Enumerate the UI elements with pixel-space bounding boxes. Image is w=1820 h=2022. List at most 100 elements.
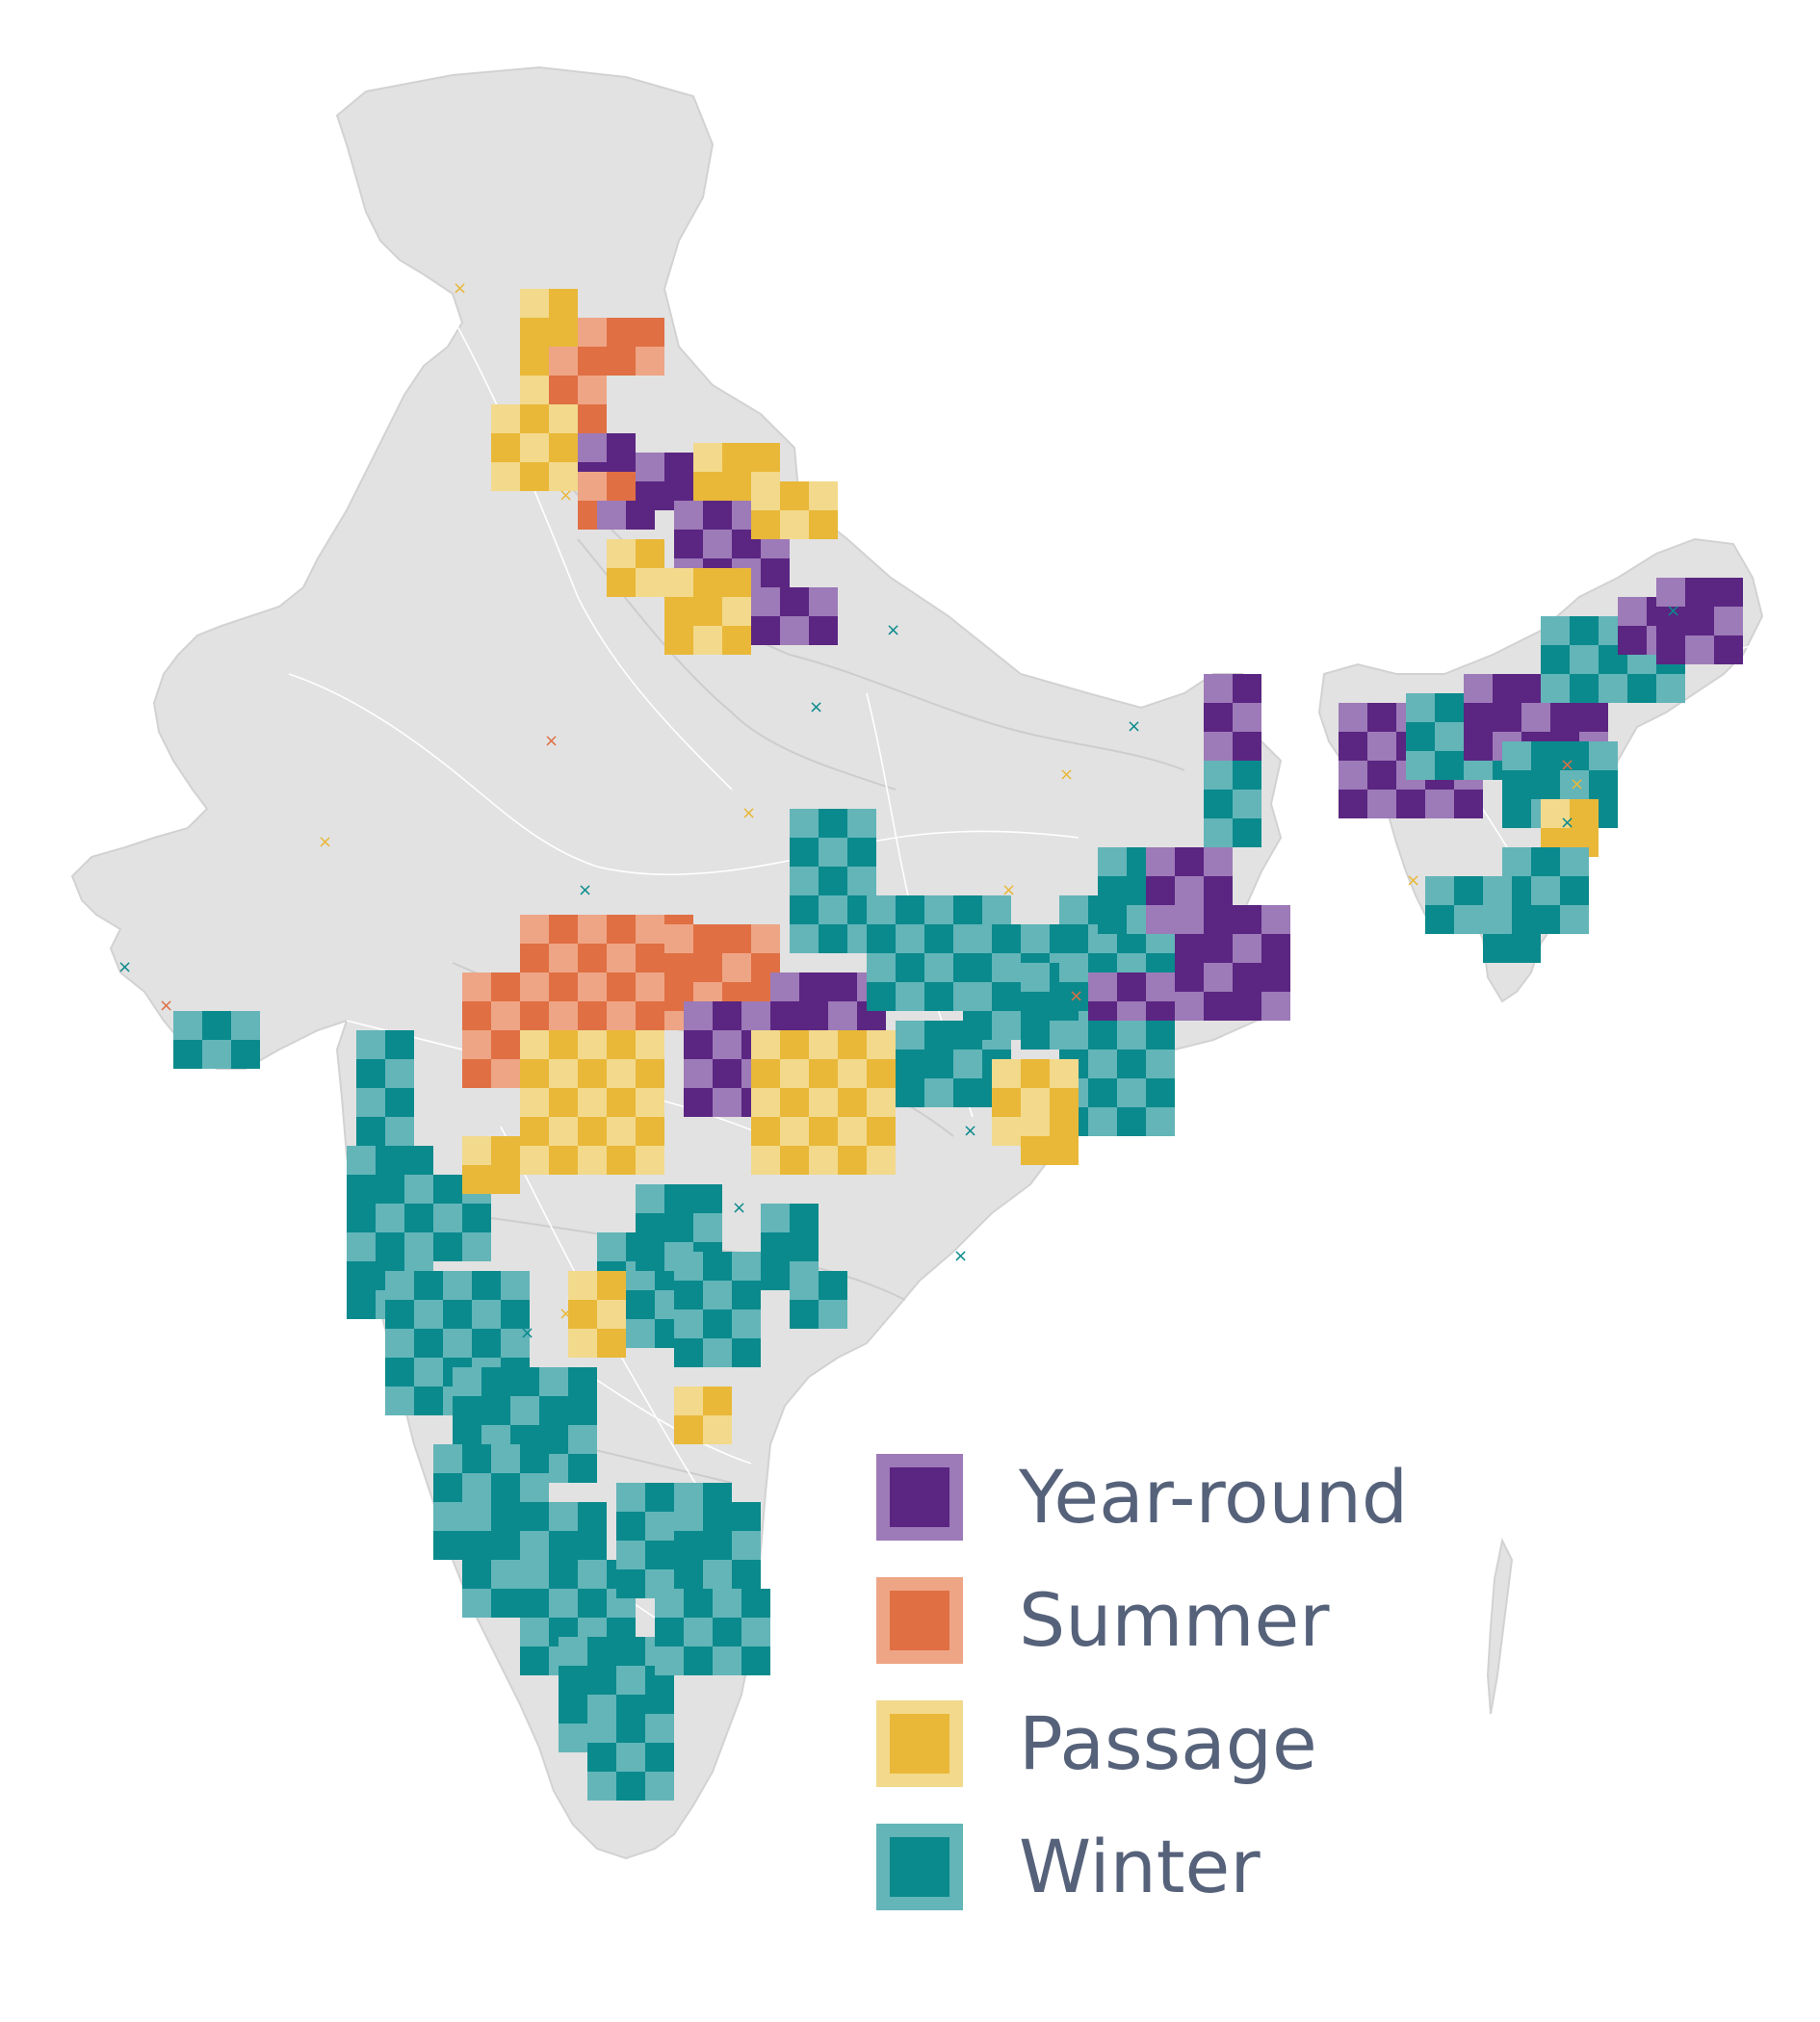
grid-cell-year-round (1550, 703, 1579, 732)
grid-cell-year-round (1261, 934, 1290, 963)
grid-cell-year-round (1367, 732, 1396, 761)
grid-cell-year-round (1088, 972, 1117, 1001)
grid-cell-winter (1059, 1021, 1088, 1050)
grid-cell-winter (491, 1531, 520, 1560)
grid-cell-year-round (1339, 761, 1367, 790)
grid-cell-winter (385, 1030, 414, 1059)
grid-cell-winter (385, 1387, 414, 1415)
grid-cell-passage (867, 1088, 896, 1117)
grid-cell-winter (655, 1589, 684, 1618)
grid-cell-year-round (1175, 905, 1204, 934)
grid-cell-winter (1204, 790, 1233, 818)
grid-cell-passage (722, 472, 751, 501)
grid-cell-year-round (636, 453, 664, 481)
grid-cell-winter (790, 924, 819, 953)
grid-cell-winter (1117, 1107, 1146, 1136)
grid-cell-year-round (770, 1001, 799, 1030)
x-mark-icon: × (770, 1227, 785, 1247)
grid-cell-winter (703, 1560, 732, 1589)
grid-cell-winter (790, 1204, 819, 1232)
grid-cell-passage (1021, 1059, 1050, 1088)
grid-cell-year-round (1339, 732, 1367, 761)
grid-cell-winter (491, 1444, 520, 1473)
grid-cell-winter (587, 1743, 616, 1772)
grid-cell-winter (713, 1646, 741, 1675)
grid-cell-passage (780, 1030, 809, 1059)
grid-cell-passage (751, 510, 780, 539)
grid-cell-passage (1021, 1136, 1050, 1165)
grid-cell-winter (1541, 645, 1570, 674)
grid-cell-passage (549, 1117, 578, 1146)
grid-cell-winter (953, 895, 982, 924)
grid-cell-passage (992, 1059, 1021, 1088)
grid-cell-passage (693, 597, 722, 626)
grid-cell-passage (751, 1059, 780, 1088)
grid-cell-winter (578, 1560, 607, 1589)
grid-cell-winter (568, 1367, 597, 1396)
grid-cell-passage (549, 1059, 578, 1088)
grid-cell-year-round (799, 972, 828, 1001)
grid-cell-year-round (1493, 674, 1521, 703)
grid-cell-winter (347, 1146, 376, 1175)
grid-cell-year-round (1146, 905, 1175, 934)
grid-cell-winter (356, 1088, 385, 1117)
grid-cell-winter (347, 1175, 376, 1204)
grid-cell-passage (549, 318, 578, 347)
grid-cell-winter (462, 1473, 491, 1502)
grid-cell-winter (453, 1367, 481, 1396)
grid-cell-summer (462, 972, 491, 1001)
legend-swatch-passage (876, 1700, 963, 1787)
grid-cell-winter (645, 1512, 674, 1541)
grid-cell-year-round (1339, 790, 1367, 818)
grid-cell-summer (578, 1001, 607, 1030)
grid-cell-passage (809, 510, 838, 539)
grid-cell-winter (741, 1589, 770, 1618)
grid-cell-winter (1021, 924, 1050, 953)
legend-label: Year-round (1019, 1454, 1409, 1540)
grid-cell-year-round (1146, 972, 1175, 1001)
grid-cell-winter (924, 1050, 953, 1078)
grid-cell-winter (1502, 770, 1531, 799)
x-mark-icon: × (1570, 774, 1584, 794)
grid-cell-passage (520, 318, 549, 347)
grid-cell-winter (559, 1724, 587, 1752)
grid-cell-winter (896, 1021, 924, 1050)
grid-cell-winter (819, 1271, 847, 1300)
grid-cell-passage (607, 1088, 636, 1117)
grid-cell-winter (356, 1059, 385, 1088)
grid-cell-passage (809, 481, 838, 510)
grid-cell-winter (1656, 674, 1685, 703)
grid-cell-winter (674, 1252, 703, 1281)
grid-cell-winter (520, 1444, 549, 1473)
grid-cell-winter (819, 838, 847, 867)
grid-cell-winter (693, 1213, 722, 1242)
grid-cell-year-round (1656, 607, 1685, 635)
grid-cell-winter (645, 1714, 674, 1743)
grid-cell-winter (847, 838, 876, 867)
grid-cell-summer (520, 944, 549, 972)
grid-cell-winter (1021, 963, 1050, 992)
grid-cell-winter (202, 1011, 231, 1040)
grid-cell-summer (636, 1001, 664, 1030)
grid-cell-winter (347, 1261, 376, 1290)
grid-cell-year-round (809, 616, 838, 645)
grid-cell-passage (607, 1059, 636, 1088)
grid-cell-winter (1425, 876, 1454, 905)
grid-cell-winter (1502, 847, 1531, 876)
grid-cell-winter (1435, 693, 1464, 722)
grid-cell-passage (838, 1117, 867, 1146)
grid-cell-year-round (1146, 847, 1175, 876)
grid-cell-passage (549, 404, 578, 433)
grid-cell-winter (924, 982, 953, 1011)
grid-cell-winter (462, 1560, 491, 1589)
x-mark-icon: × (1666, 601, 1680, 621)
grid-cell-summer (549, 347, 578, 376)
grid-cell-winter (1059, 924, 1088, 953)
grid-cell-summer (607, 472, 636, 501)
grid-cell-winter (819, 895, 847, 924)
grid-cell-winter (953, 1078, 982, 1107)
grid-cell-winter (982, 895, 1011, 924)
grid-cell-winter (703, 1252, 732, 1281)
grid-cell-winter (616, 1483, 645, 1512)
grid-cell-passage (578, 1059, 607, 1088)
